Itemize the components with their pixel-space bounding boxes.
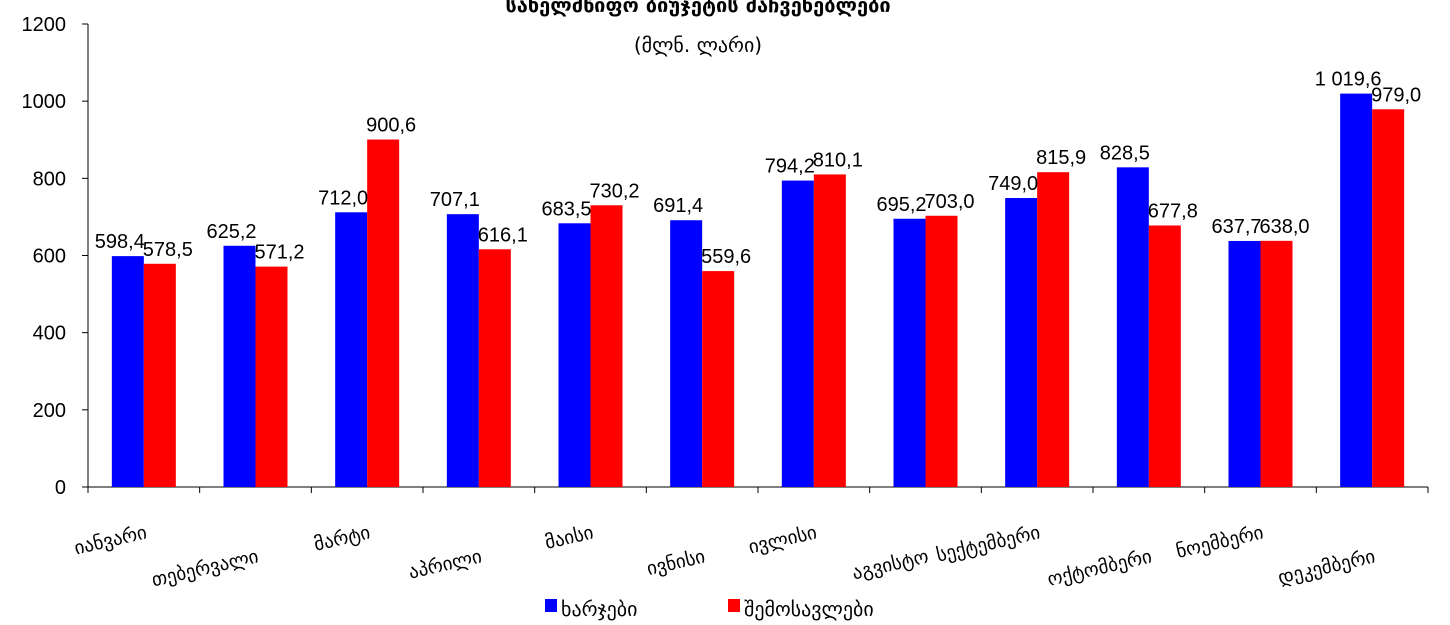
- bar-expenses: [1228, 240, 1261, 487]
- data-label: 703,0: [924, 191, 974, 213]
- category-label: თებერვალი: [150, 545, 261, 591]
- chart-subtitle: (მლნ. ლარი): [634, 33, 762, 57]
- legend-label-revenues: შემოსავლები: [744, 597, 874, 621]
- bar-revenues: [478, 249, 511, 487]
- data-label: 638,0: [1259, 216, 1309, 238]
- category-label: მაისი: [543, 521, 596, 553]
- data-label: 900,6: [366, 115, 416, 137]
- category-label: სექტემბერი: [934, 521, 1042, 566]
- data-label: 691,4: [653, 195, 703, 217]
- bar-revenues: [1037, 172, 1070, 487]
- bar-expenses: [446, 214, 479, 487]
- legend: ხარჯები შემოსავლები: [545, 597, 874, 621]
- bar-expenses: [1005, 198, 1038, 487]
- data-label: 707,1: [430, 189, 480, 211]
- bars: [111, 93, 1405, 488]
- legend-swatch-revenues: [728, 599, 740, 612]
- category-label: ნოემბერი: [1174, 521, 1266, 562]
- data-label: 625,2: [206, 221, 256, 243]
- data-label: 810,1: [813, 149, 863, 171]
- category-label: აგვისტო: [850, 545, 931, 584]
- data-label: 571,2: [254, 242, 304, 264]
- data-label: 677,8: [1148, 200, 1198, 222]
- data-label: 598,4: [95, 231, 145, 253]
- bar-expenses: [893, 218, 926, 487]
- bar-expenses: [1116, 167, 1149, 487]
- y-tick-label: 600: [33, 246, 66, 268]
- bar-revenues: [925, 215, 958, 488]
- data-label: 559,6: [701, 246, 751, 268]
- bar-revenues: [1148, 225, 1181, 487]
- data-label: 1 019,6: [1315, 69, 1382, 91]
- bar-revenues: [702, 271, 735, 487]
- bar-revenues: [590, 205, 623, 487]
- y-tick-label: 0: [55, 477, 66, 499]
- bar-revenues: [367, 139, 400, 487]
- data-labels: 598,4 625,2 712,0 707,1 683,5 691,4 794,2 695,2…: [95, 69, 1421, 268]
- data-label: 637,7: [1211, 216, 1261, 238]
- category-label: ივლისი: [746, 521, 819, 558]
- y-tick-label: 1000: [22, 91, 67, 113]
- bar-expenses: [558, 223, 591, 488]
- y-tick-label: 1200: [22, 14, 67, 36]
- data-label: 730,2: [589, 180, 639, 202]
- category-label: მარტი: [312, 521, 372, 555]
- data-label: 695,2: [876, 194, 926, 216]
- bar-expenses: [1340, 93, 1373, 487]
- data-label: 979,0: [1371, 84, 1421, 106]
- bar-revenues: [1372, 109, 1405, 487]
- category-label: ოქტომბერი: [1045, 545, 1154, 590]
- category-label: აპრილი: [407, 545, 484, 583]
- category-label: ივნისი: [645, 545, 708, 580]
- y-tick-label: 800: [33, 168, 66, 190]
- y-axis: 0 200 400 600 800 1000 1200: [22, 14, 89, 499]
- category-label: იანვარი: [72, 521, 149, 559]
- data-label: 683,5: [541, 198, 591, 220]
- bar-revenues: [143, 263, 176, 487]
- bar-revenues: [1260, 240, 1293, 487]
- legend-swatch-expenses: [545, 599, 557, 612]
- data-label: 578,5: [143, 239, 193, 261]
- bar-expenses: [223, 245, 256, 487]
- bar-revenues: [255, 266, 288, 487]
- data-label: 616,1: [478, 224, 528, 246]
- category-label: დეკემბერი: [1276, 545, 1377, 589]
- data-label: 815,9: [1036, 147, 1086, 169]
- data-label: 828,5: [1100, 142, 1150, 164]
- data-label: 749,0: [988, 173, 1038, 195]
- bar-expenses: [781, 180, 814, 487]
- bar-revenues: [813, 174, 846, 488]
- chart-title: სახელმწიფო ბიუჯეტის მაჩვენებლები: [505, 0, 890, 17]
- bar-expenses: [670, 220, 703, 487]
- legend-label-expenses: ხარჯები: [561, 597, 637, 621]
- bar-expenses: [335, 212, 368, 487]
- y-tick-label: 200: [33, 400, 66, 422]
- data-label: 712,0: [318, 187, 368, 209]
- x-axis: [87, 486, 1429, 493]
- y-tick-label: 400: [33, 323, 66, 345]
- bar-expenses: [111, 256, 144, 487]
- data-label: 794,2: [765, 156, 815, 178]
